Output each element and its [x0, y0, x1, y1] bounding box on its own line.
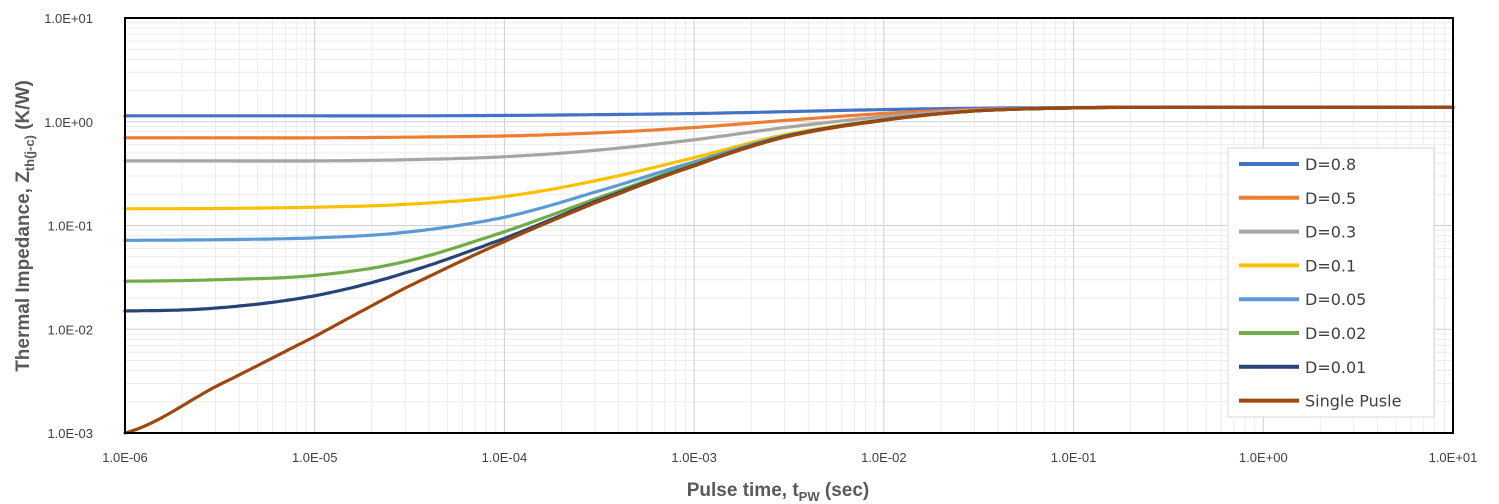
- x-tick-label: 1.0E-02: [861, 450, 907, 465]
- legend-label: D=0.5: [1305, 189, 1356, 208]
- x-tick-label: 1.0E-01: [1051, 450, 1097, 465]
- y-tick-label: 1.0E-02: [47, 322, 93, 337]
- legend-label: D=0.1: [1305, 256, 1356, 275]
- y-axis-tick-labels: 1.0E-03 1.0E-02 1.0E-01 1.0E+00 1.0E+01: [44, 11, 93, 441]
- series-lines: [123, 105, 1455, 435]
- y-tick-label: 1.0E-03: [47, 426, 93, 441]
- legend: D=0.8 D=0.5 D=0.3 D=0.1 D=0.05 D=0.02 D=0.01 Si…: [1227, 147, 1435, 418]
- legend-entries: D=0.8 D=0.5 D=0.3 D=0.1 D=0.05 D=0.02 D=0.01 Si…: [1239, 155, 1401, 411]
- y-tick-label: 1.0E-01: [47, 219, 93, 234]
- x-axis-tick-labels: 1.0E-06 1.0E-05 1.0E-04 1.0E-03 1.0E-02 1.0E-…: [102, 450, 1477, 465]
- legend-label: Single Pusle: [1305, 392, 1401, 411]
- x-tick-label: 1.0E-06: [102, 450, 148, 465]
- plot-area-border: [124, 17, 1454, 434]
- legend-box: [1227, 147, 1435, 418]
- series-line-7: [123, 105, 1455, 435]
- legend-label: D=0.8: [1305, 155, 1356, 174]
- x-tick-label: 1.0E-03: [671, 450, 717, 465]
- legend-label: D=0.05: [1305, 290, 1366, 309]
- legend-label: D=0.02: [1305, 324, 1366, 343]
- y-axis-title: Thermal Impedance, Zth(j-c) (K/W): [13, 80, 37, 372]
- legend-label: D=0.01: [1305, 358, 1366, 377]
- x-tick-label: 1.0E+01: [1429, 450, 1478, 465]
- y-tick-label: 1.0E+01: [44, 11, 93, 26]
- x-axis-title: Pulse time, tPW (sec): [687, 480, 870, 504]
- x-tick-label: 1.0E-05: [292, 450, 338, 465]
- legend-label: D=0.3: [1305, 223, 1356, 242]
- y-tick-label: 1.0E+00: [44, 115, 93, 130]
- x-tick-label: 1.0E-04: [482, 450, 528, 465]
- x-tick-label: 1.0E+00: [1239, 450, 1288, 465]
